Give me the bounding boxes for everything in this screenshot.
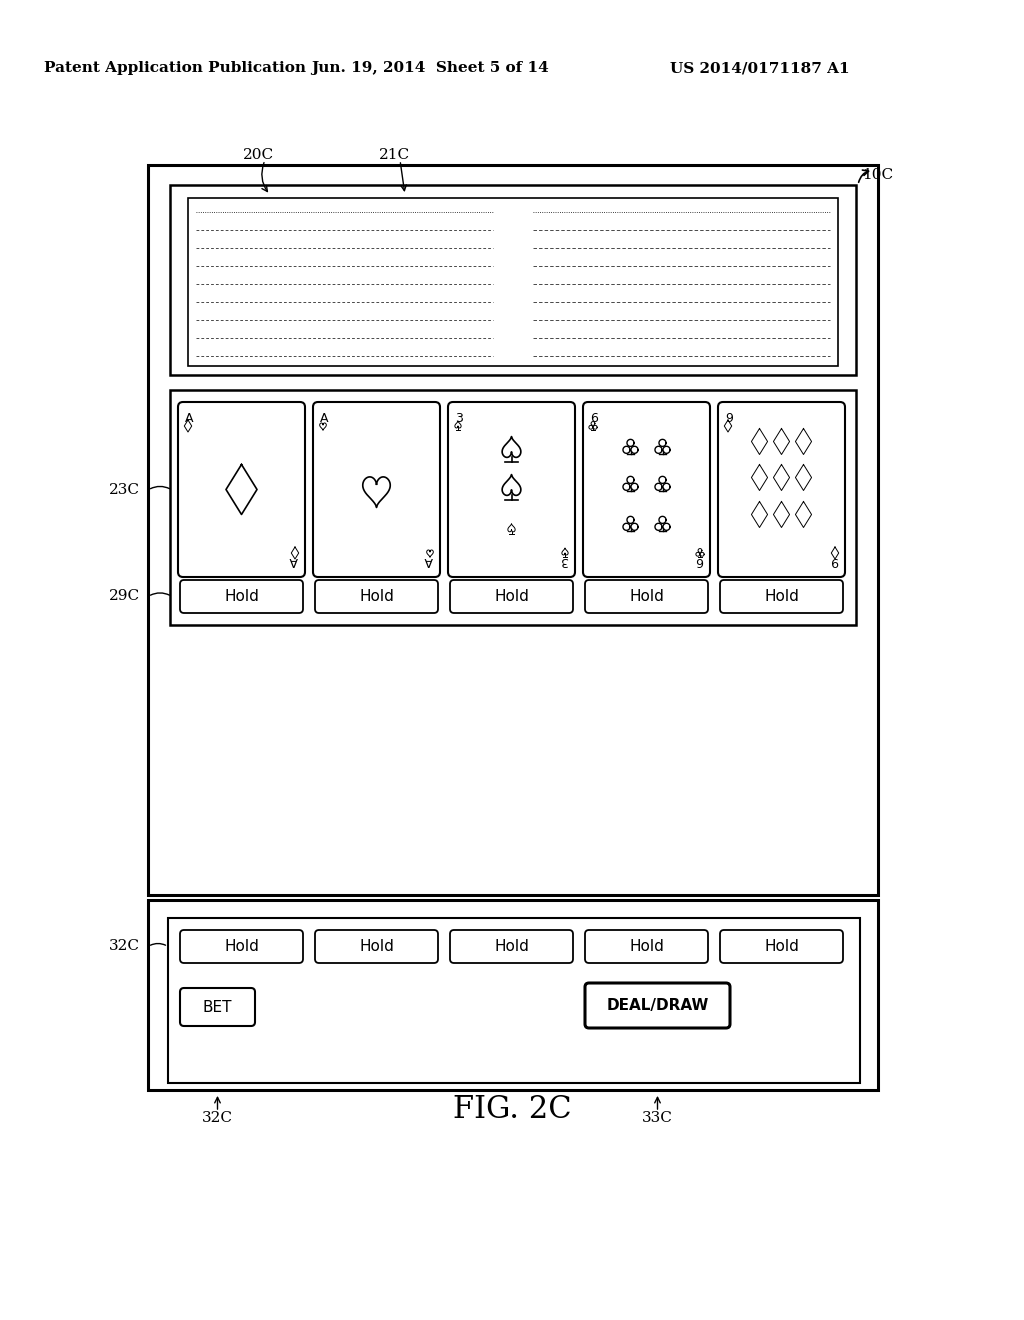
Text: Hold: Hold xyxy=(494,939,529,954)
FancyBboxPatch shape xyxy=(720,579,843,612)
Text: Hold: Hold xyxy=(359,589,394,605)
Text: 3: 3 xyxy=(455,412,463,425)
FancyBboxPatch shape xyxy=(313,403,440,577)
Text: A: A xyxy=(290,554,298,568)
Text: 6: 6 xyxy=(590,412,598,425)
Text: Hold: Hold xyxy=(224,939,259,954)
Text: Hold: Hold xyxy=(764,589,799,605)
FancyBboxPatch shape xyxy=(315,579,438,612)
Text: 33C: 33C xyxy=(642,1111,673,1125)
FancyBboxPatch shape xyxy=(449,403,575,577)
FancyBboxPatch shape xyxy=(583,403,710,577)
FancyBboxPatch shape xyxy=(720,931,843,964)
Text: 21C: 21C xyxy=(380,148,411,162)
Text: FIG. 2C: FIG. 2C xyxy=(453,1094,571,1126)
FancyBboxPatch shape xyxy=(450,579,573,612)
Bar xyxy=(168,917,860,1082)
Text: BET: BET xyxy=(203,999,232,1015)
Text: 9: 9 xyxy=(725,412,733,425)
Bar xyxy=(170,185,856,375)
FancyBboxPatch shape xyxy=(178,403,305,577)
Text: 32C: 32C xyxy=(202,1111,233,1125)
FancyBboxPatch shape xyxy=(315,931,438,964)
Text: Hold: Hold xyxy=(629,939,664,954)
FancyBboxPatch shape xyxy=(585,579,708,612)
Text: Hold: Hold xyxy=(764,939,799,954)
FancyBboxPatch shape xyxy=(450,931,573,964)
Text: Patent Application Publication: Patent Application Publication xyxy=(44,61,306,75)
Bar xyxy=(188,198,838,366)
Text: A: A xyxy=(319,412,329,425)
Text: Hold: Hold xyxy=(224,589,259,605)
Text: US 2014/0171187 A1: US 2014/0171187 A1 xyxy=(670,61,850,75)
Text: Hold: Hold xyxy=(629,589,664,605)
FancyBboxPatch shape xyxy=(180,987,255,1026)
Text: 23C: 23C xyxy=(109,483,140,498)
Text: Hold: Hold xyxy=(359,939,394,954)
Text: DEAL/DRAW: DEAL/DRAW xyxy=(606,998,709,1012)
Text: 9: 9 xyxy=(830,554,838,568)
Text: A: A xyxy=(425,554,433,568)
FancyBboxPatch shape xyxy=(585,931,708,964)
FancyBboxPatch shape xyxy=(180,579,303,612)
Bar xyxy=(148,165,878,895)
Text: 29C: 29C xyxy=(109,590,140,603)
FancyBboxPatch shape xyxy=(585,983,730,1028)
Text: 3: 3 xyxy=(560,554,568,568)
Text: Hold: Hold xyxy=(494,589,529,605)
Text: 6: 6 xyxy=(695,554,703,568)
FancyBboxPatch shape xyxy=(180,931,303,964)
Text: 20C: 20C xyxy=(243,148,273,162)
Bar xyxy=(170,389,856,624)
FancyBboxPatch shape xyxy=(718,403,845,577)
Text: 32C: 32C xyxy=(109,940,140,953)
Text: Jun. 19, 2014  Sheet 5 of 14: Jun. 19, 2014 Sheet 5 of 14 xyxy=(311,61,549,75)
Text: A: A xyxy=(185,412,194,425)
Text: 10C: 10C xyxy=(862,168,893,182)
Bar xyxy=(148,900,878,1090)
